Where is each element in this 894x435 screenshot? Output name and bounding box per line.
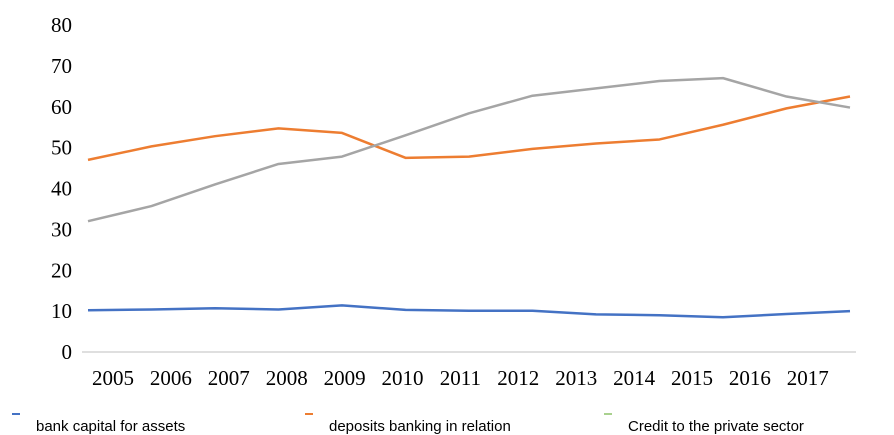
legend-label: bank capital for assets <box>36 418 185 435</box>
x-tick-label: 2009 <box>324 366 366 390</box>
y-tick-label: 10 <box>51 299 72 323</box>
x-tick-label: 2006 <box>150 366 192 390</box>
y-tick-label: 30 <box>51 217 72 241</box>
y-tick-label: 40 <box>51 177 72 201</box>
x-tick-label: 2015 <box>671 366 713 390</box>
x-tick-label: 2011 <box>440 366 481 390</box>
x-tick-label: 2010 <box>382 366 424 390</box>
y-tick-label: 70 <box>51 54 72 78</box>
y-tick-label: 80 <box>51 13 72 37</box>
y-tick-label: 60 <box>51 95 72 119</box>
x-tick-label: 2007 <box>208 366 250 390</box>
x-tick-label: 2005 <box>92 366 134 390</box>
legend-label: deposits banking in relation <box>329 418 511 435</box>
x-tick-label: 2014 <box>613 366 656 390</box>
x-tick-label: 2008 <box>266 366 308 390</box>
y-tick-label: 0 <box>62 340 73 364</box>
series-line <box>87 304 851 319</box>
x-tick-label: 2013 <box>555 366 597 390</box>
y-tick-label: 50 <box>51 136 72 160</box>
x-tick-label: 2017 <box>787 366 829 390</box>
legend-label: Credit to the private sector <box>628 418 804 435</box>
y-tick-label: 20 <box>51 258 72 282</box>
x-tick-label: 2016 <box>729 366 771 390</box>
series-line <box>87 95 851 162</box>
x-tick-label: 2012 <box>497 366 539 390</box>
series-line <box>87 76 851 223</box>
